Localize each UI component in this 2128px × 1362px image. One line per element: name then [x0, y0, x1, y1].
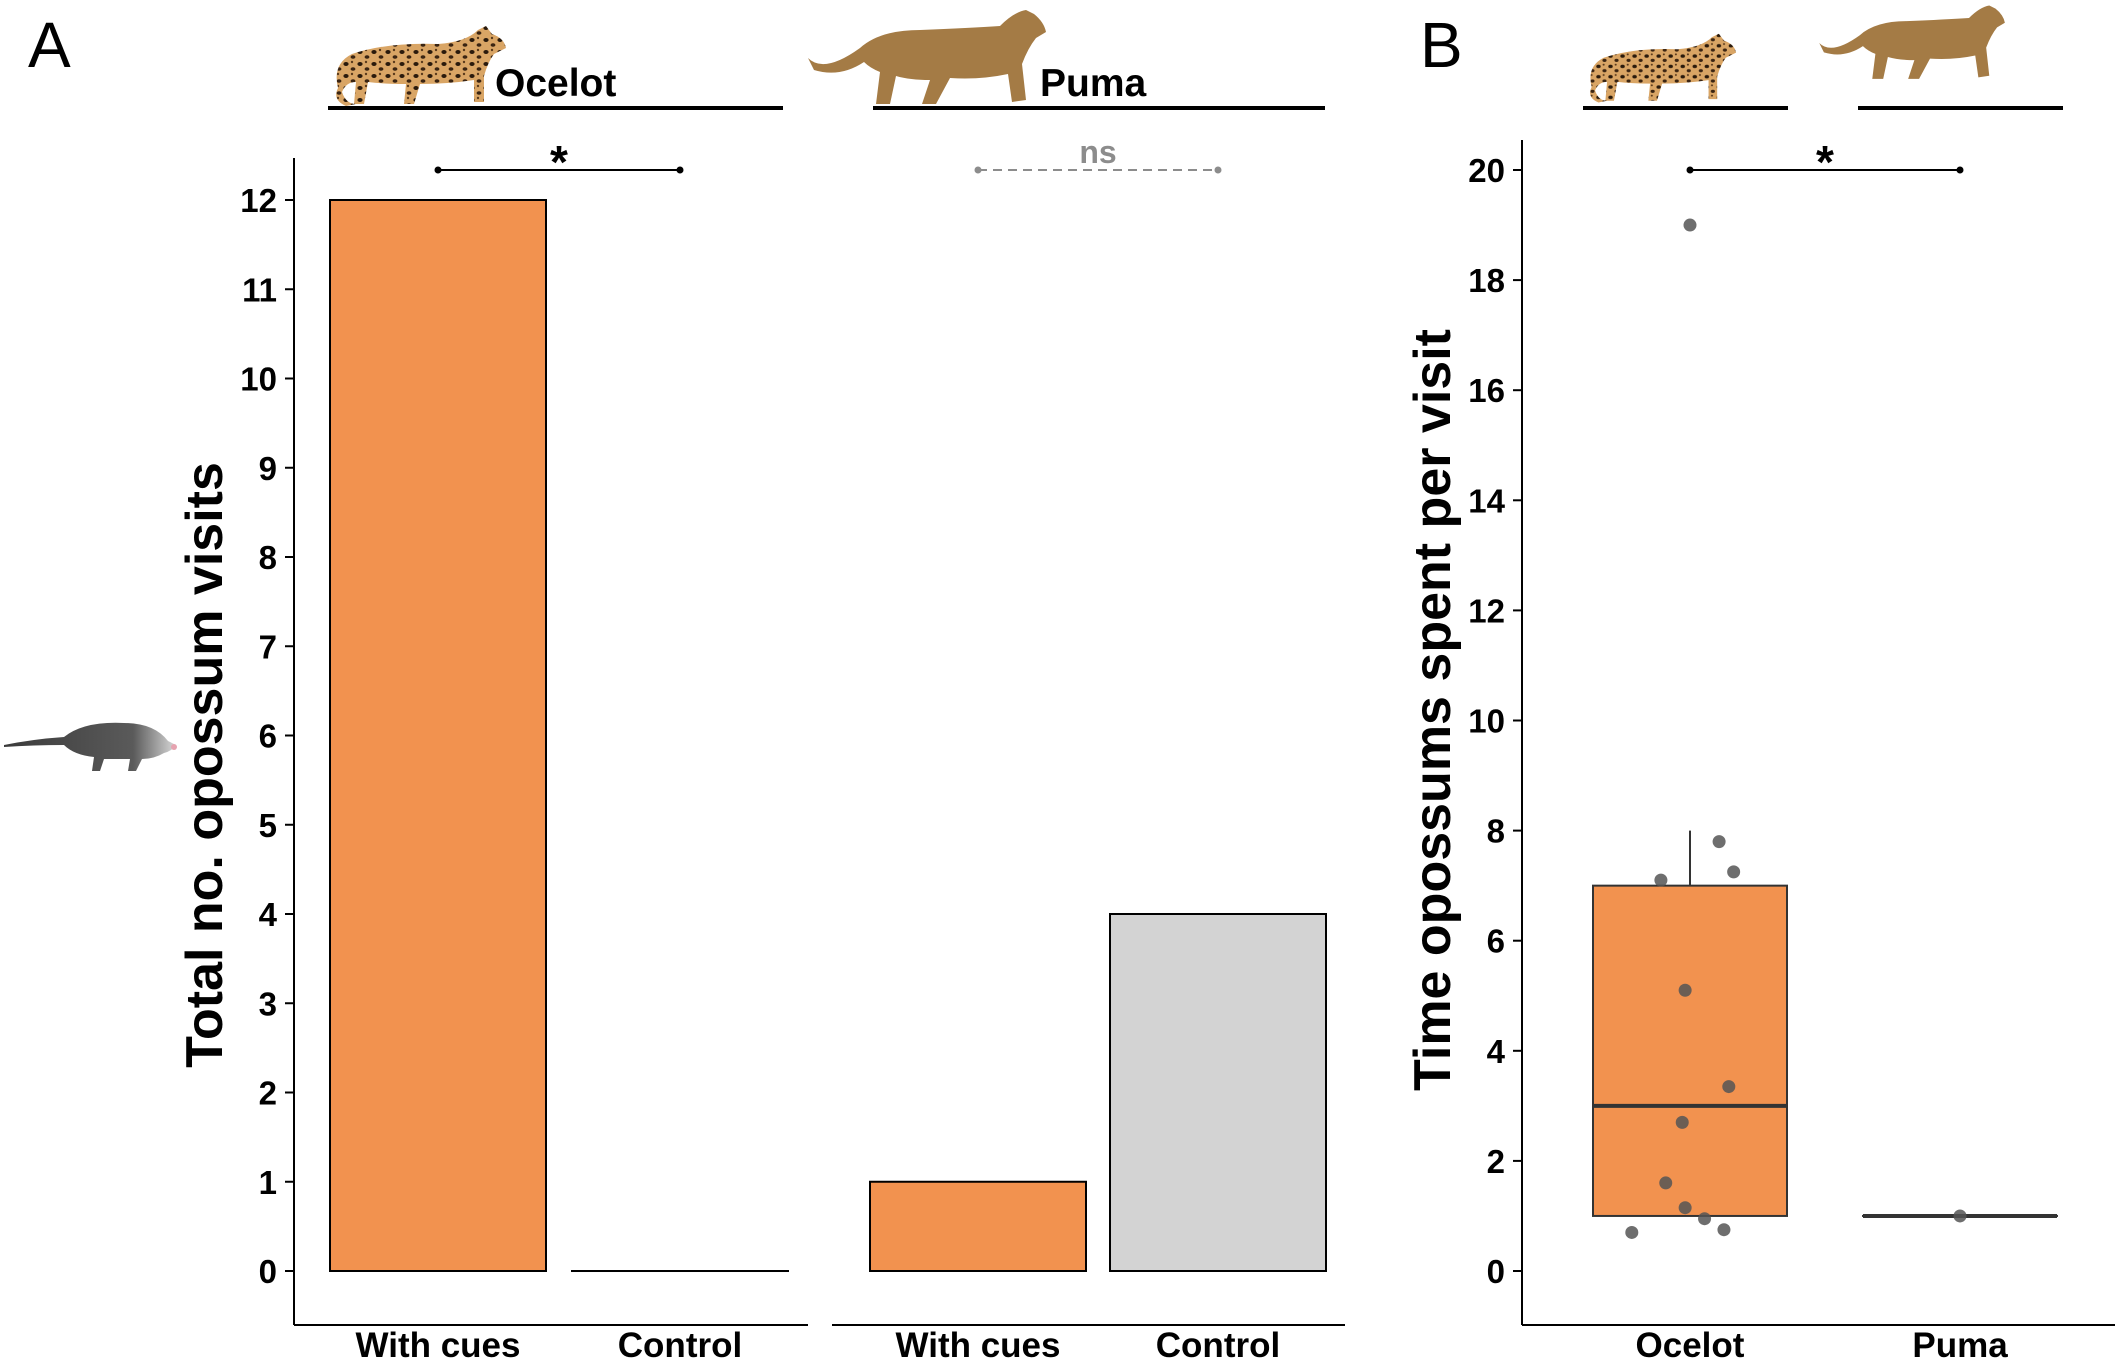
- y-tick-label-a: 2: [259, 1075, 277, 1112]
- y-tick-label-b: 20: [1468, 152, 1505, 189]
- y-tick-label-a: 7: [259, 628, 277, 665]
- box-ocelot: [1592, 884, 1788, 1217]
- group-title-puma: Puma: [1040, 62, 1147, 105]
- x-tick-label-a: Control: [618, 1326, 742, 1362]
- y-axis-label-a: Total no. opossum visits: [176, 462, 234, 1068]
- ocelot-icon-b: [1590, 33, 1737, 103]
- y-tick-label-a: 6: [259, 718, 277, 755]
- y-tick-label-b: 8: [1487, 813, 1505, 850]
- y-tick-label-a: 8: [259, 539, 277, 576]
- significance-label-puma: ns: [1079, 134, 1116, 170]
- group-title-ocelot: Ocelot: [495, 62, 616, 105]
- y-tick-label-b: 12: [1468, 592, 1505, 629]
- significance-label-b: *: [1816, 136, 1834, 188]
- y-tick-label-b: 14: [1468, 482, 1505, 519]
- data-point-ocelot: [1625, 1225, 1639, 1239]
- y-tick-label-b: 0: [1487, 1253, 1505, 1290]
- bar-ocelot-with-cues: [329, 199, 547, 1272]
- data-point-ocelot: [1717, 1223, 1731, 1237]
- data-point-ocelot: [1654, 873, 1668, 887]
- panel-label-a: A: [28, 9, 71, 81]
- x-tick-label-a: Control: [1156, 1326, 1280, 1362]
- data-point-ocelot: [1659, 1176, 1673, 1190]
- y-tick-label-a: 12: [240, 182, 277, 219]
- ocelot-icon-a: [336, 26, 506, 106]
- x-tick-label-a: With cues: [896, 1326, 1061, 1362]
- data-point-ocelot: [1675, 1115, 1689, 1129]
- bracket-end: [1686, 166, 1694, 174]
- bar-puma-control: [1109, 913, 1327, 1272]
- data-point-ocelot: [1698, 1212, 1712, 1226]
- data-point-ocelot: [1712, 835, 1726, 849]
- y-tick-label-b: 16: [1468, 372, 1505, 409]
- bracket-end: [676, 166, 684, 174]
- y-tick-label-b: 2: [1487, 1143, 1505, 1180]
- y-tick-label-b: 10: [1468, 703, 1505, 740]
- data-point-ocelot: [1727, 865, 1741, 879]
- bracket-end: [434, 166, 442, 174]
- y-tick-label-a: 0: [259, 1253, 277, 1290]
- x-tick-label-a: With cues: [356, 1326, 521, 1362]
- data-point-ocelot: [1683, 218, 1697, 232]
- y-axis-b: 0 2 4 6 8 10 12 14 16 18 20: [1468, 140, 1523, 1325]
- y-tick-label-b: 6: [1487, 923, 1505, 960]
- significance-label-ocelot: *: [550, 136, 568, 188]
- bracket-end: [1956, 166, 1964, 174]
- bar-puma-with-cues: [869, 1180, 1087, 1272]
- y-tick-label-b: 18: [1468, 262, 1505, 299]
- y-tick-label-a: 1: [259, 1164, 277, 1201]
- x-tick-label-b: Ocelot: [1636, 1326, 1745, 1362]
- panel-label-b: B: [1420, 9, 1463, 81]
- y-tick-label-a: 4: [259, 896, 278, 933]
- data-point-ocelot: [1678, 983, 1692, 997]
- y-tick-label-a: 11: [242, 271, 277, 308]
- y-tick-label-a: 10: [240, 361, 277, 398]
- data-point-ocelot: [1678, 1201, 1692, 1215]
- opossum-icon: [4, 722, 177, 771]
- x-tick-label-b: Puma: [1912, 1326, 2008, 1362]
- y-tick-label-a: 3: [259, 985, 277, 1022]
- y-tick-label-a: 5: [259, 807, 277, 844]
- y-axis-label-b: Time opossums spent per visit: [1404, 329, 1462, 1091]
- puma-icon-b: [1819, 5, 2005, 79]
- y-tick-label-b: 4: [1487, 1033, 1506, 1070]
- data-point-puma: [1953, 1209, 1967, 1223]
- y-tick-label-a: 9: [259, 450, 277, 487]
- bracket-end: [974, 166, 982, 174]
- puma-icon-a: [808, 10, 1046, 104]
- data-point-ocelot: [1722, 1080, 1736, 1094]
- bracket-end: [1214, 166, 1222, 174]
